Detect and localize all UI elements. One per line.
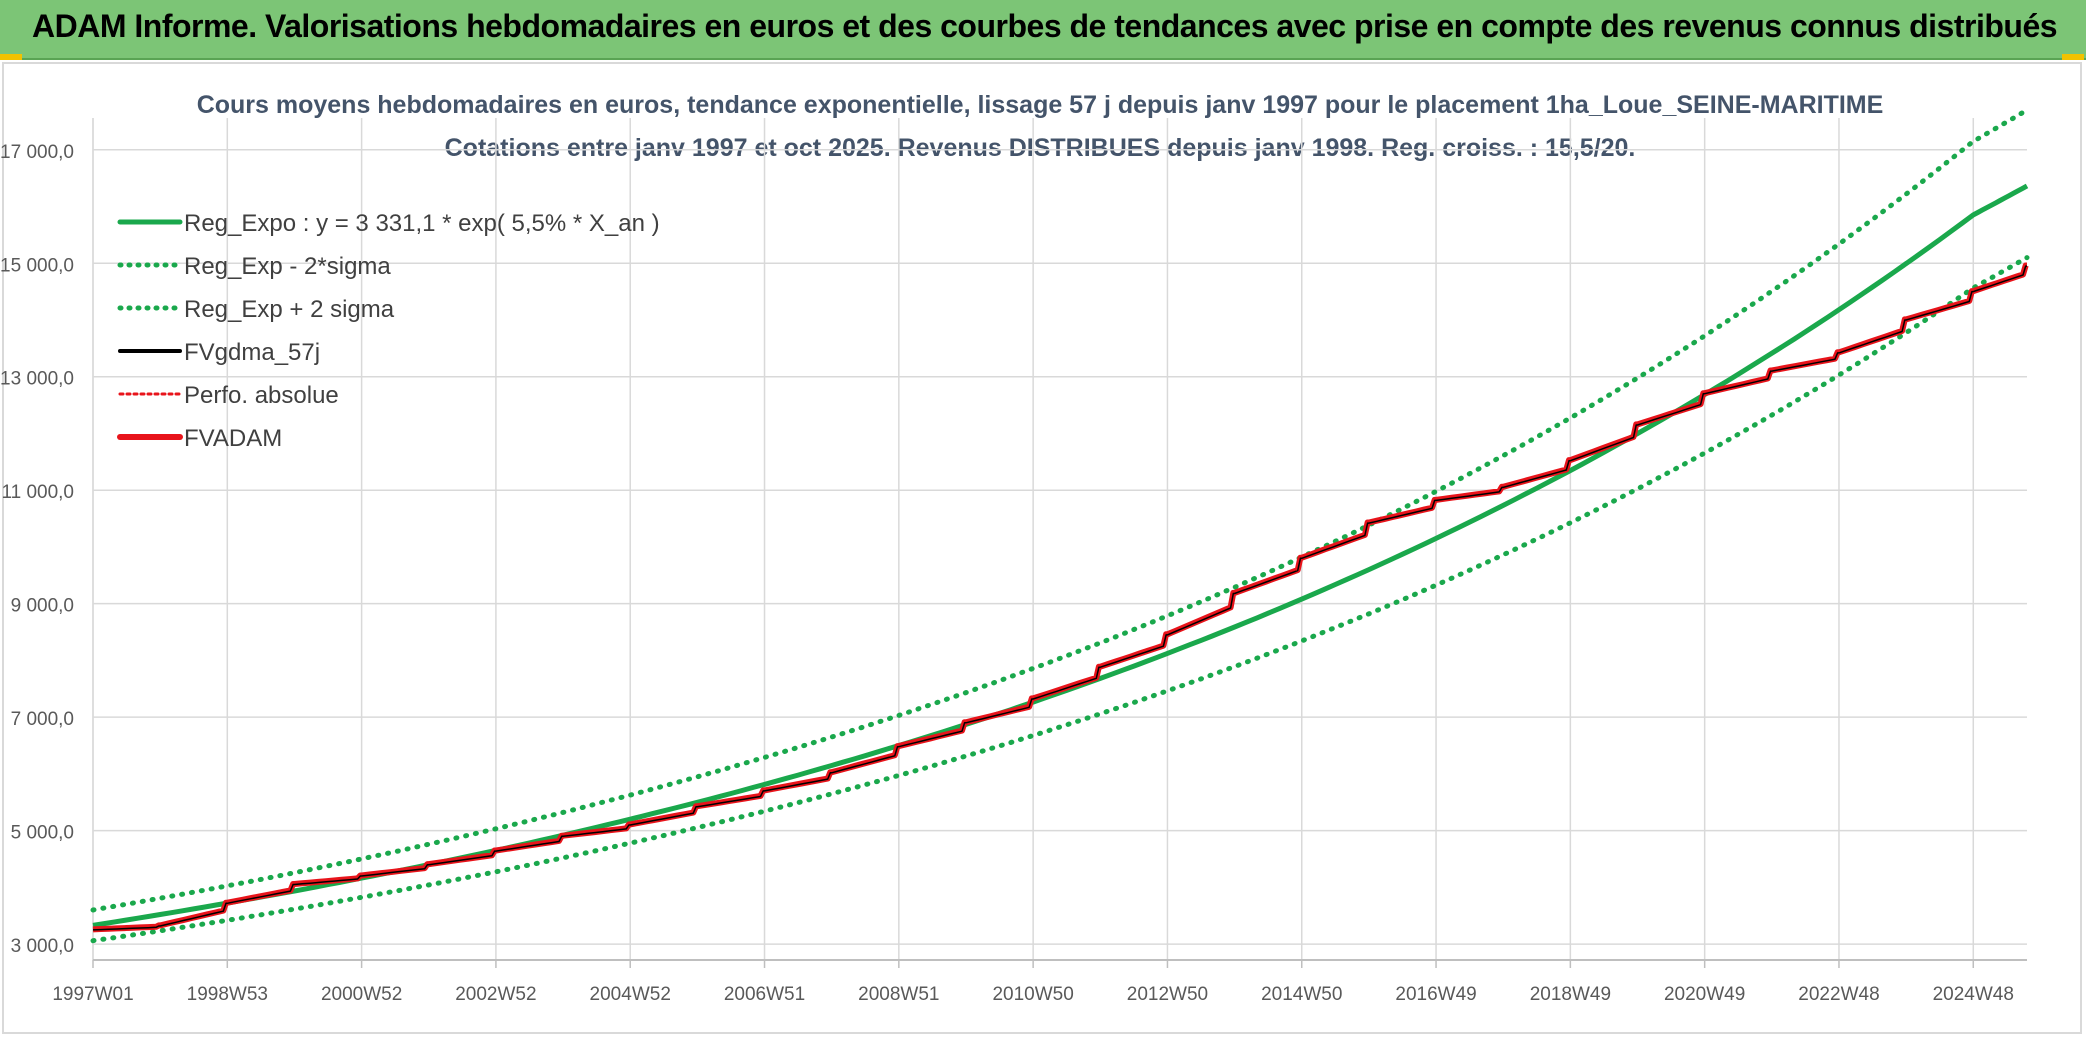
x-tick-label: 2012W50 xyxy=(1127,984,1208,1005)
x-tick-label: 1997W01 xyxy=(52,984,133,1005)
x-tick-label: 2000W52 xyxy=(321,984,402,1005)
series-reg-minus-2sigma xyxy=(90,255,2030,944)
chart-subtitle: Cotations entre janv 1997 et oct 2025. R… xyxy=(445,134,1636,162)
y-tick-label: 15 000,0 xyxy=(0,255,74,276)
legend-label: FVgdma_57j xyxy=(184,339,320,366)
legend-label: Reg_Expo : y = 3 331,1 * exp( 5,5% * X_a… xyxy=(184,210,660,237)
chart-title: Cours moyens hebdomadaires en euros, ten… xyxy=(197,91,1884,119)
x-tick-label: 2016W49 xyxy=(1395,984,1476,1005)
legend-label: Reg_Exp + 2 sigma xyxy=(184,296,395,323)
series-reg-plus-2sigma xyxy=(90,107,2030,913)
x-tick-label: 2024W48 xyxy=(1933,984,2014,1005)
y-tick-label: 5 000,0 xyxy=(11,823,74,844)
legend-label: Reg_Exp - 2*sigma xyxy=(184,253,391,280)
y-tick-label: 11 000,0 xyxy=(1,482,74,503)
chart-frame xyxy=(2,62,2082,1034)
x-tick-label: 2018W49 xyxy=(1530,984,1611,1005)
title-banner: ADAM Informe. Valorisations hebdomadaire… xyxy=(0,0,2086,60)
x-tick-label: 2008W51 xyxy=(858,984,939,1005)
y-tick-label: 17 000,0 xyxy=(0,142,74,163)
corner-mark-left xyxy=(0,54,22,60)
corner-mark-right xyxy=(2062,54,2084,60)
legend-label: Perfo. absolue xyxy=(184,382,339,409)
legend-label: FVADAM xyxy=(184,425,282,452)
y-tick-label: 13 000,0 xyxy=(0,369,74,390)
y-axis: 3 000,0 5 000,0 7 000,0 9 000,0 11 000,0 13 0… xyxy=(0,118,94,960)
grid xyxy=(92,118,2027,960)
legend: Reg_Expo : y = 3 331,1 * exp( 5,5% * X_a… xyxy=(117,210,660,452)
x-tick-label: 2022W48 xyxy=(1798,984,1879,1005)
x-tick-label: 2010W50 xyxy=(992,984,1073,1005)
y-tick-label: 9 000,0 xyxy=(11,596,74,617)
series xyxy=(90,107,2030,944)
x-tick-label: 2002W52 xyxy=(455,984,536,1005)
series-fvadam xyxy=(92,262,2029,933)
y-tick-label: 3 000,0 xyxy=(11,936,74,957)
x-axis: 1997W01 1998W53 2000W52 2002W52 2004W52 2006W… xyxy=(52,959,2027,1005)
x-tick-label: 2014W50 xyxy=(1261,984,1342,1005)
y-tick-label: 7 000,0 xyxy=(11,709,74,730)
series-fvgdma xyxy=(92,265,2027,931)
x-tick-label: 2004W52 xyxy=(590,984,671,1005)
banner-title: ADAM Informe. Valorisations hebdomadaire… xyxy=(32,8,2058,44)
x-tick-label: 2006W51 xyxy=(724,984,805,1005)
x-tick-label: 1998W53 xyxy=(187,984,268,1005)
x-tick-label: 2020W49 xyxy=(1664,984,1745,1005)
